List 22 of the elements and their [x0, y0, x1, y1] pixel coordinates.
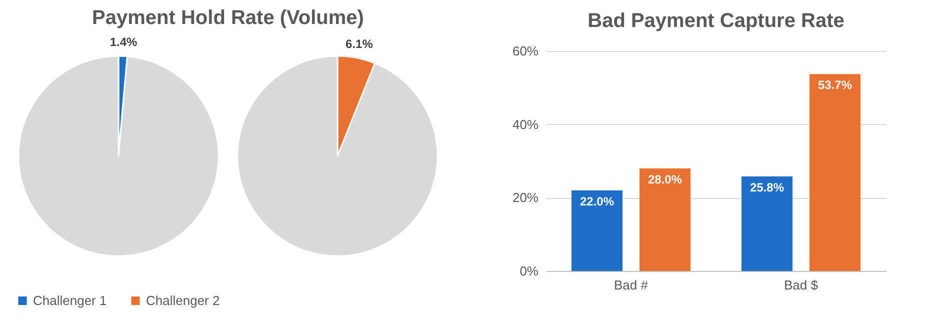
- data-label: 53.7%: [818, 78, 852, 92]
- y-tick-label: 60%: [512, 44, 539, 58]
- bar: [572, 190, 622, 271]
- x-tick-label: Bad $: [784, 278, 819, 292]
- pie-slice: [18, 55, 220, 257]
- bar: [742, 176, 792, 271]
- y-tick-label: 40%: [512, 116, 539, 132]
- y-tick-label: 20%: [512, 190, 539, 206]
- chart-title: Bad Payment Capture Rate: [588, 10, 844, 32]
- data-label: 1.4%: [110, 35, 138, 50]
- data-label: 22.0%: [580, 194, 614, 208]
- bar: [810, 74, 860, 271]
- bar: [640, 168, 690, 271]
- y-tick-label: 0%: [520, 264, 539, 278]
- data-label: 6.1%: [346, 37, 374, 52]
- data-label: 28.0%: [648, 172, 682, 186]
- legend-label: Challenger 2: [146, 292, 220, 308]
- x-tick-label: Bad #: [614, 278, 649, 292]
- data-label: 25.8%: [750, 180, 784, 194]
- chart-title: Payment Hold Rate (Volume): [92, 7, 364, 30]
- pie-slice: [236, 55, 438, 257]
- legend-label: Challenger 1: [33, 292, 107, 308]
